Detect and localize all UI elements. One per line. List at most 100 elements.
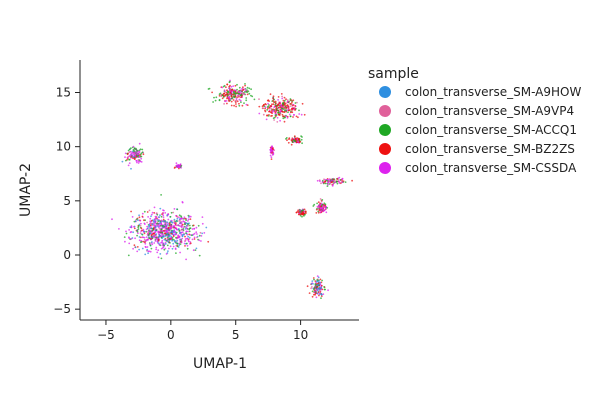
point bbox=[171, 221, 173, 223]
point bbox=[321, 279, 323, 282]
x-tick-label-0: −5 bbox=[97, 328, 115, 342]
point bbox=[123, 236, 126, 239]
point bbox=[238, 89, 241, 92]
point bbox=[233, 90, 236, 93]
point bbox=[231, 89, 234, 91]
point bbox=[178, 224, 181, 227]
point bbox=[218, 99, 221, 102]
point bbox=[239, 99, 242, 102]
point bbox=[137, 226, 140, 229]
point bbox=[319, 203, 321, 206]
point bbox=[242, 86, 244, 89]
point bbox=[137, 219, 139, 222]
point bbox=[295, 141, 298, 144]
point bbox=[185, 226, 188, 229]
point bbox=[158, 216, 160, 219]
point bbox=[272, 97, 275, 100]
point bbox=[207, 240, 210, 243]
point bbox=[180, 218, 183, 220]
cluster-10 bbox=[306, 275, 329, 299]
point bbox=[154, 221, 157, 224]
point bbox=[319, 286, 321, 289]
point bbox=[157, 249, 160, 252]
point bbox=[226, 94, 229, 97]
point bbox=[283, 99, 286, 102]
point bbox=[184, 223, 186, 226]
point bbox=[281, 104, 284, 107]
point bbox=[155, 238, 158, 240]
point bbox=[142, 236, 144, 239]
point bbox=[301, 142, 303, 145]
point bbox=[135, 159, 138, 162]
point bbox=[181, 224, 183, 227]
point bbox=[121, 160, 124, 163]
point bbox=[258, 98, 260, 100]
point bbox=[138, 150, 141, 153]
point bbox=[162, 214, 165, 217]
point bbox=[178, 228, 180, 230]
point bbox=[140, 222, 142, 225]
point bbox=[304, 210, 307, 213]
point bbox=[286, 99, 289, 101]
legend-label-4: colon_transverse_SM-CSSDA bbox=[405, 161, 577, 175]
point bbox=[141, 215, 144, 218]
point bbox=[187, 224, 190, 227]
point bbox=[137, 162, 140, 164]
point bbox=[157, 224, 160, 227]
point bbox=[280, 93, 283, 95]
point bbox=[125, 159, 127, 162]
point bbox=[232, 99, 235, 101]
point bbox=[264, 106, 267, 109]
point bbox=[134, 237, 137, 240]
point bbox=[193, 236, 196, 239]
point bbox=[184, 239, 187, 242]
point bbox=[316, 279, 319, 281]
point bbox=[236, 88, 238, 91]
point bbox=[137, 160, 140, 163]
point bbox=[128, 162, 131, 165]
point bbox=[320, 288, 322, 291]
point bbox=[303, 208, 306, 211]
point bbox=[269, 154, 272, 157]
point bbox=[193, 228, 196, 230]
point bbox=[319, 278, 322, 281]
point bbox=[230, 97, 233, 100]
point bbox=[149, 220, 152, 223]
point bbox=[143, 238, 146, 241]
point bbox=[292, 107, 295, 110]
point bbox=[124, 240, 126, 243]
legend-marker-1 bbox=[379, 105, 391, 117]
point bbox=[276, 116, 279, 119]
point bbox=[166, 221, 169, 224]
point bbox=[275, 114, 278, 116]
point bbox=[128, 151, 131, 154]
point bbox=[314, 286, 317, 288]
point bbox=[127, 236, 130, 239]
point bbox=[184, 235, 186, 238]
point bbox=[127, 254, 130, 257]
point bbox=[315, 296, 318, 299]
point bbox=[127, 152, 129, 155]
point bbox=[282, 115, 285, 118]
point bbox=[159, 230, 162, 232]
point bbox=[230, 91, 233, 94]
point bbox=[201, 216, 204, 219]
point bbox=[175, 252, 177, 255]
point bbox=[188, 224, 191, 227]
cluster-0 bbox=[111, 194, 210, 261]
point bbox=[155, 248, 158, 251]
point bbox=[330, 180, 332, 182]
point bbox=[156, 219, 159, 221]
point bbox=[185, 219, 188, 222]
point bbox=[241, 93, 243, 96]
point bbox=[152, 228, 155, 231]
cluster-2 bbox=[173, 162, 183, 170]
point bbox=[268, 110, 271, 113]
point bbox=[141, 247, 144, 250]
point bbox=[168, 229, 170, 232]
cluster-3 bbox=[207, 79, 256, 108]
point bbox=[160, 257, 163, 260]
point bbox=[267, 105, 269, 108]
point bbox=[166, 236, 169, 239]
point bbox=[228, 90, 231, 93]
